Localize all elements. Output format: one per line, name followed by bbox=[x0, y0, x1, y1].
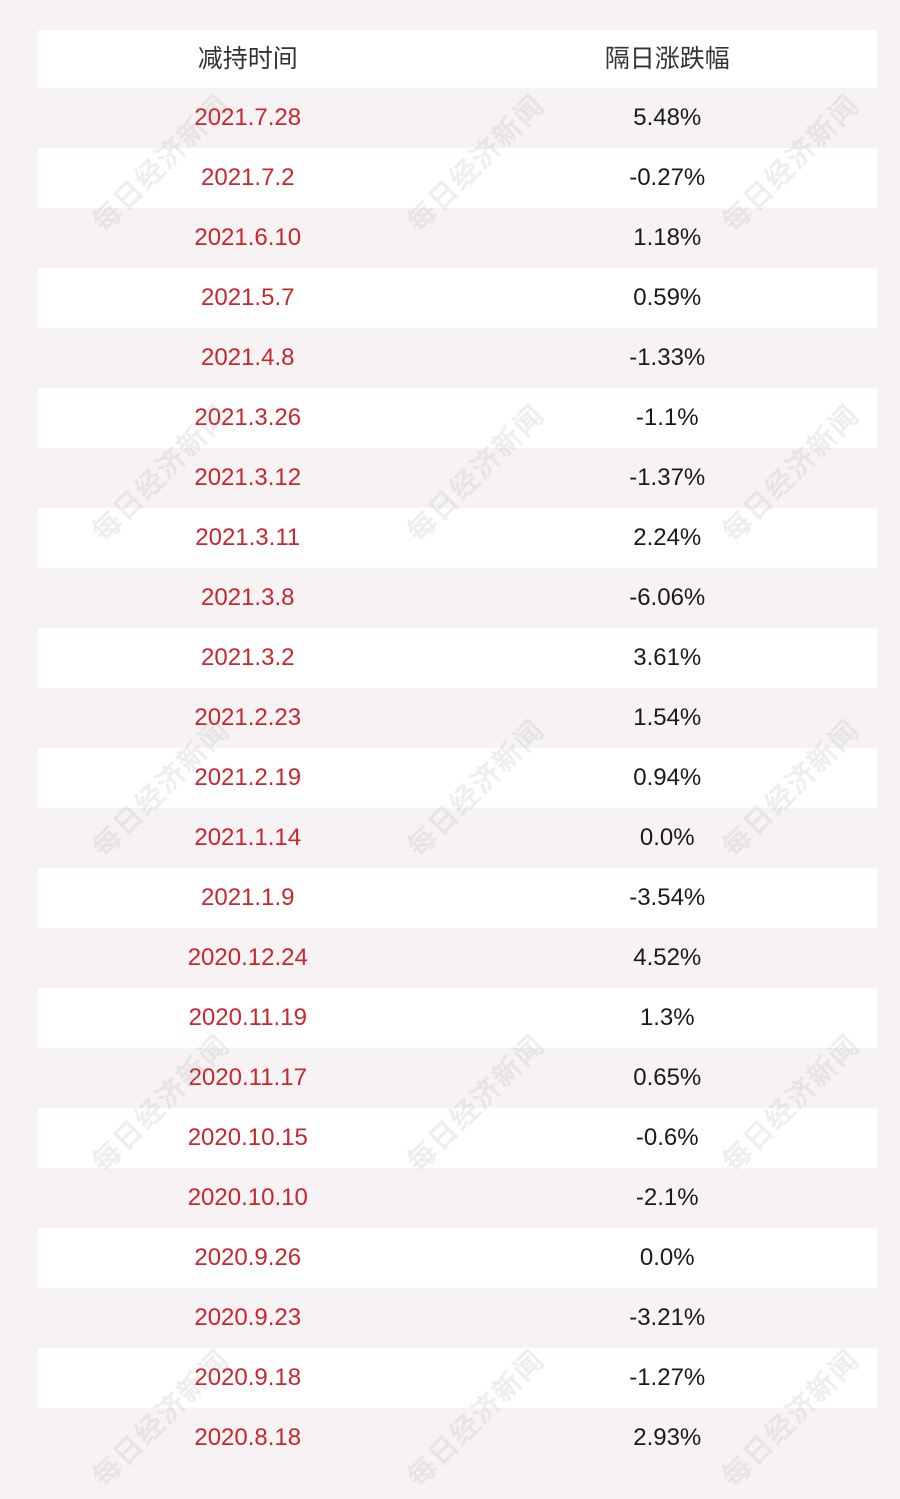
reduction-date-cell: 2021.3.26 bbox=[194, 404, 302, 431]
next-day-change-cell: 1.3% bbox=[639, 1004, 695, 1031]
table-row: 2021.5.7 0.59% bbox=[38, 268, 877, 328]
next-day-change-cell: 0.0% bbox=[639, 1244, 695, 1271]
table-row: 2020.10.10 -2.1% bbox=[38, 1168, 877, 1228]
reduction-date-cell: 2020.9.18 bbox=[194, 1364, 302, 1391]
table-row: 2021.2.19 0.94% bbox=[38, 748, 877, 808]
table-row: 2020.8.18 2.93% bbox=[38, 1408, 877, 1468]
reduction-date-cell: 2021.7.28 bbox=[194, 104, 302, 131]
reduction-date-cell: 2020.9.26 bbox=[194, 1244, 302, 1271]
table-row: 2020.9.18 -1.27% bbox=[38, 1348, 877, 1408]
data-table: 减持时间 隔日涨跌幅 2021.7.28 5.48% 2021.7.2 -0.27% 2… bbox=[38, 30, 877, 1468]
next-day-change-cell: 4.52% bbox=[633, 944, 702, 971]
reduction-date-cell: 2020.11.17 bbox=[188, 1064, 307, 1091]
reduction-date-cell: 2021.2.19 bbox=[194, 764, 302, 791]
next-day-change-cell: 2.93% bbox=[633, 1424, 702, 1451]
next-day-change-cell: 0.94% bbox=[633, 764, 702, 791]
reduction-date-cell: 2021.1.9 bbox=[201, 884, 295, 911]
table-body: 2021.7.28 5.48% 2021.7.2 -0.27% 2021.6.10 1.1… bbox=[38, 88, 877, 1468]
reduction-date-cell: 2021.1.14 bbox=[194, 824, 302, 851]
table-header-row: 减持时间 隔日涨跌幅 bbox=[38, 30, 877, 88]
reduction-date-cell: 2020.10.10 bbox=[187, 1184, 308, 1211]
reduction-date-cell: 2020.10.15 bbox=[187, 1124, 308, 1151]
reduction-date-cell: 2021.7.2 bbox=[201, 164, 295, 191]
table-row: 2020.10.15 -0.6% bbox=[38, 1108, 877, 1168]
next-day-change-cell: 0.65% bbox=[633, 1064, 702, 1091]
next-day-change-cell: 3.61% bbox=[633, 644, 702, 671]
table-row: 2021.3.11 2.24% bbox=[38, 508, 877, 568]
next-day-change-cell: -0.27% bbox=[629, 164, 706, 191]
reduction-date-cell: 2020.12.24 bbox=[187, 944, 308, 971]
next-day-change-cell: 0.0% bbox=[639, 824, 695, 851]
table-row: 2021.1.9 -3.54% bbox=[38, 868, 877, 928]
next-day-change-cell: -1.33% bbox=[629, 344, 706, 371]
table-row: 2021.4.8 -1.33% bbox=[38, 328, 877, 388]
next-day-change-cell: -1.1% bbox=[635, 404, 699, 431]
next-day-change-cell: 0.59% bbox=[633, 284, 702, 311]
next-day-change-cell: -1.27% bbox=[629, 1364, 706, 1391]
table-row: 2021.3.8 -6.06% bbox=[38, 568, 877, 628]
table-row: 2021.1.14 0.0% bbox=[38, 808, 877, 868]
next-day-change-cell: -1.37% bbox=[629, 464, 706, 491]
next-day-change-cell: 2.24% bbox=[633, 524, 702, 551]
next-day-change-cell: -6.06% bbox=[629, 584, 706, 611]
table-row: 2021.7.2 -0.27% bbox=[38, 148, 877, 208]
table-row: 2020.11.17 0.65% bbox=[38, 1048, 877, 1108]
table-row: 2021.3.12 -1.37% bbox=[38, 448, 877, 508]
reduction-date-cell: 2021.3.12 bbox=[194, 464, 302, 491]
next-day-change-cell: 1.18% bbox=[633, 224, 702, 251]
header-next-day-change: 隔日涨跌幅 bbox=[604, 44, 730, 73]
table-row: 2021.2.23 1.54% bbox=[38, 688, 877, 748]
table-row: 2020.12.24 4.52% bbox=[38, 928, 877, 988]
reduction-date-cell: 2021.2.23 bbox=[194, 704, 302, 731]
table-row: 2021.3.2 3.61% bbox=[38, 628, 877, 688]
table-row: 2020.9.23 -3.21% bbox=[38, 1288, 877, 1348]
reduction-date-cell: 2020.11.19 bbox=[188, 1004, 307, 1031]
header-reduction-date: 减持时间 bbox=[197, 44, 298, 73]
next-day-change-cell: 1.54% bbox=[633, 704, 702, 731]
next-day-change-cell: -3.54% bbox=[629, 884, 706, 911]
table-row: 2020.9.26 0.0% bbox=[38, 1228, 877, 1288]
next-day-change-cell: -3.21% bbox=[629, 1304, 706, 1331]
reduction-date-cell: 2020.8.18 bbox=[194, 1424, 302, 1451]
reduction-date-cell: 2021.6.10 bbox=[194, 224, 302, 251]
next-day-change-cell: 5.48% bbox=[633, 104, 702, 131]
reduction-date-cell: 2021.3.2 bbox=[201, 644, 295, 671]
table-row: 2021.6.10 1.18% bbox=[38, 208, 877, 268]
table-row: 2021.3.26 -1.1% bbox=[38, 388, 877, 448]
reduction-date-cell: 2021.5.7 bbox=[201, 284, 295, 311]
next-day-change-cell: -2.1% bbox=[635, 1184, 699, 1211]
reduction-date-cell: 2021.3.8 bbox=[201, 584, 295, 611]
next-day-change-cell: -0.6% bbox=[635, 1124, 699, 1151]
reduction-date-cell: 2021.3.11 bbox=[195, 524, 301, 551]
table-row: 2021.7.28 5.48% bbox=[38, 88, 877, 148]
table-row: 2020.11.19 1.3% bbox=[38, 988, 877, 1048]
reduction-date-cell: 2020.9.23 bbox=[194, 1304, 302, 1331]
reduction-date-cell: 2021.4.8 bbox=[201, 344, 295, 371]
